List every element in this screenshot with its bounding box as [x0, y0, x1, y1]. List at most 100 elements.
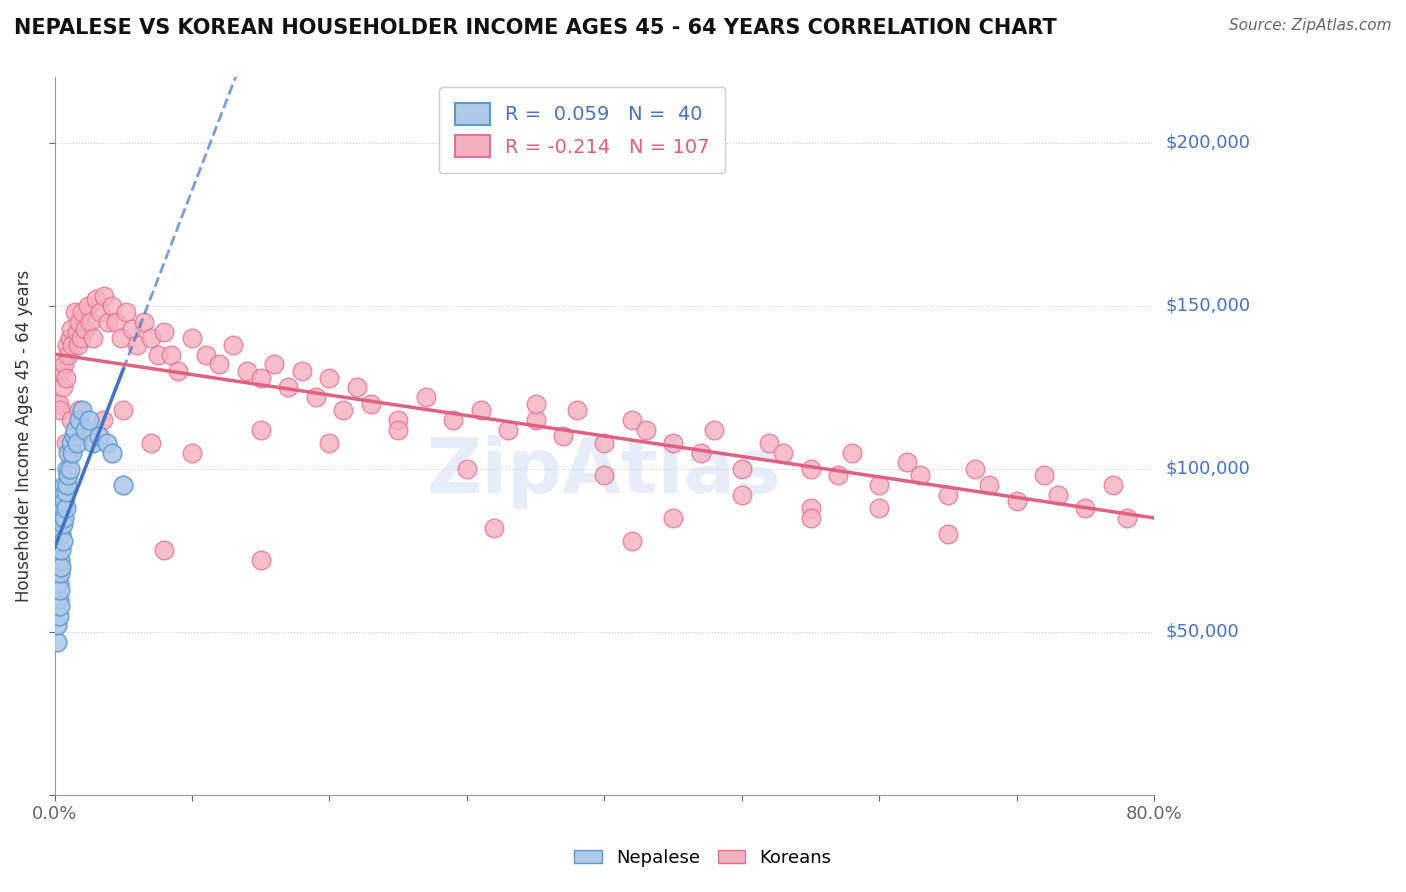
Point [52, 517, 75, 532]
Point [65, 435, 87, 450]
Point [703, 423, 725, 437]
Point [79, 315, 101, 329]
Point [277, 380, 299, 394]
Point [60, 445, 83, 459]
Point [69, 331, 91, 345]
Point [415, 390, 437, 404]
Point [634, 423, 657, 437]
Point [55, 484, 77, 499]
Point [60, 413, 83, 427]
Point [56, 462, 79, 476]
Point [91, 413, 114, 427]
Point [82, 435, 104, 450]
Point [76, 299, 98, 313]
Point [70, 403, 93, 417]
Point [53, 478, 76, 492]
Point [662, 510, 685, 524]
Point [73, 423, 96, 437]
Point [51, 559, 73, 574]
Point [194, 348, 217, 362]
Point [84, 292, 107, 306]
Point [53, 494, 76, 508]
Point [59, 331, 82, 345]
Point [827, 468, 849, 483]
Point [48, 592, 70, 607]
Point [55, 435, 77, 450]
Point [936, 488, 959, 502]
Point [524, 397, 547, 411]
Point [146, 348, 169, 362]
Point [153, 325, 176, 339]
Point [868, 501, 890, 516]
Point [67, 315, 90, 329]
Point [456, 462, 478, 476]
Point [112, 478, 135, 492]
Text: NEPALESE VS KOREAN HOUSEHOLDER INCOME AGES 45 - 64 YEARS CORRELATION CHART: NEPALESE VS KOREAN HOUSEHOLDER INCOME AG… [14, 18, 1057, 37]
Point [318, 370, 340, 384]
Point [936, 527, 959, 541]
Point [56, 338, 79, 352]
Point [896, 455, 918, 469]
Point [332, 403, 354, 417]
Point [56, 478, 79, 492]
Point [167, 364, 190, 378]
Point [139, 435, 162, 450]
Point [53, 358, 76, 372]
Point [139, 331, 162, 345]
Point [70, 305, 93, 319]
Point [662, 435, 685, 450]
Point [868, 478, 890, 492]
Point [387, 413, 409, 427]
Point [63, 423, 86, 437]
Point [346, 380, 368, 394]
Point [49, 582, 72, 597]
Point [55, 501, 77, 516]
Legend: Nepalese, Koreans: Nepalese, Koreans [567, 842, 839, 874]
Point [249, 553, 271, 567]
Point [46, 634, 69, 648]
Point [799, 501, 821, 516]
Point [160, 348, 183, 362]
Point [51, 510, 73, 524]
Point [799, 510, 821, 524]
Text: $50,000: $50,000 [1166, 623, 1239, 641]
Point [910, 468, 932, 483]
Point [208, 358, 231, 372]
Point [965, 462, 987, 476]
Point [59, 462, 82, 476]
Point [1102, 478, 1125, 492]
Point [46, 618, 69, 632]
Point [93, 289, 115, 303]
Point [52, 533, 75, 548]
Point [121, 321, 143, 335]
Point [48, 608, 70, 623]
Point [620, 413, 643, 427]
Point [97, 315, 120, 329]
Text: ZipAtlas: ZipAtlas [427, 435, 782, 509]
Point [236, 364, 259, 378]
Point [82, 331, 104, 345]
Point [49, 599, 72, 613]
Point [772, 445, 794, 459]
Point [249, 423, 271, 437]
Point [49, 403, 72, 417]
Point [132, 315, 155, 329]
Point [181, 331, 204, 345]
Point [77, 413, 100, 427]
Point [51, 527, 73, 541]
Point [115, 305, 138, 319]
Point [48, 576, 70, 591]
Point [49, 553, 72, 567]
Legend: R =  0.059   N =  40, R = -0.214   N = 107: R = 0.059 N = 40, R = -0.214 N = 107 [439, 87, 725, 173]
Y-axis label: Householder Income Ages 45 - 64 years: Householder Income Ages 45 - 64 years [15, 270, 32, 602]
Point [53, 510, 76, 524]
Text: $200,000: $200,000 [1166, 134, 1250, 152]
Point [60, 321, 83, 335]
Point [305, 390, 328, 404]
Point [620, 37, 643, 52]
Point [222, 338, 245, 352]
Point [125, 338, 148, 352]
Point [291, 364, 314, 378]
Point [55, 370, 77, 384]
Point [249, 370, 271, 384]
